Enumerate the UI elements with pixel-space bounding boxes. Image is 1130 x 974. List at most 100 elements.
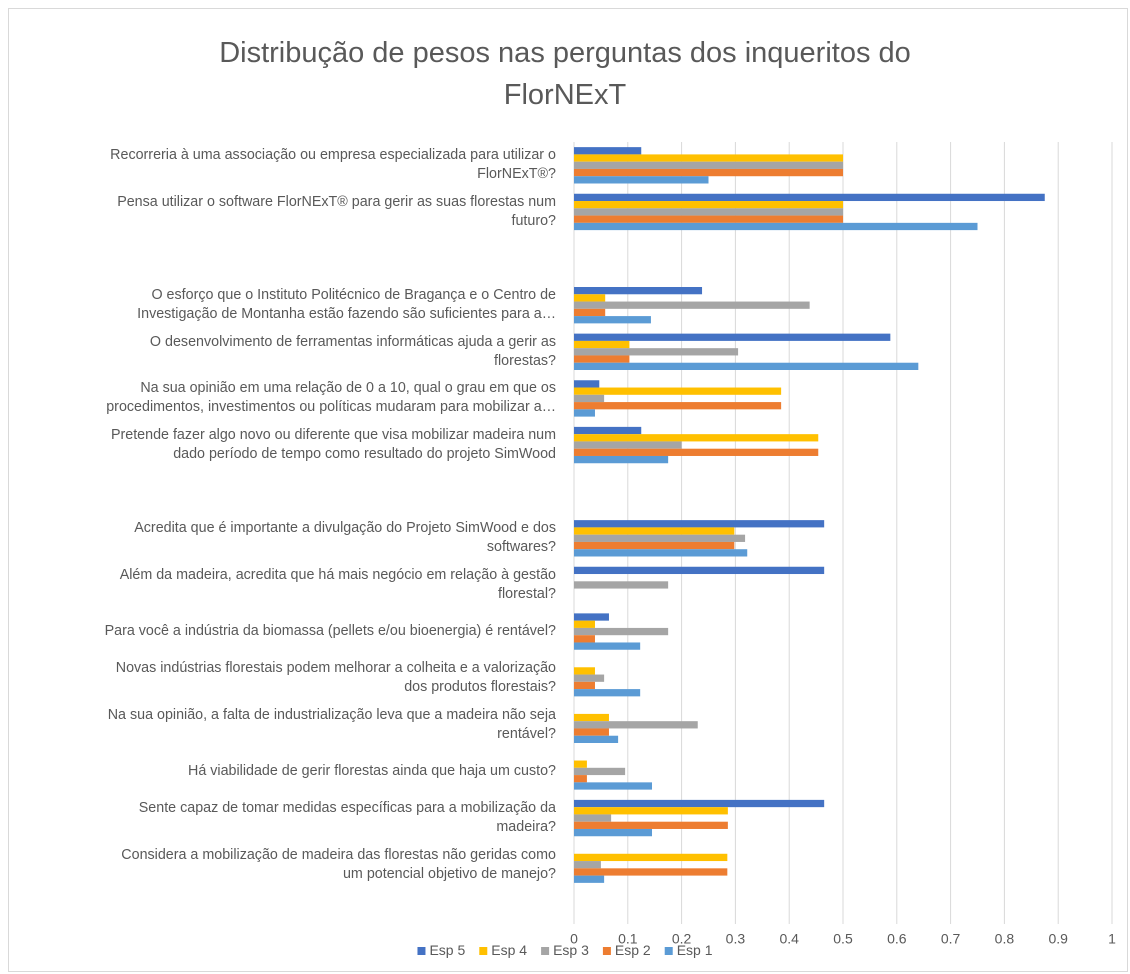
- bar: [574, 775, 587, 783]
- y-tick-label: Novas indústrias florestais podem melhor…: [115, 660, 556, 696]
- y-tick-label: Além da madeira, acredita que há mais ne…: [119, 566, 556, 602]
- bar: [574, 821, 728, 829]
- legend-label: Esp 5: [429, 942, 465, 958]
- bar: [574, 355, 630, 363]
- legend-swatch: [417, 947, 426, 955]
- x-tick-label: 0.6: [887, 931, 907, 947]
- bar: [574, 308, 606, 317]
- y-tick-label: Há viabilidade de gerir florestas ainda …: [188, 762, 556, 779]
- legend-swatch: [602, 947, 611, 955]
- bar: [574, 674, 605, 682]
- x-tick-label: 0.1: [618, 931, 638, 947]
- bar: [574, 782, 653, 790]
- legend-swatch: [664, 947, 673, 955]
- bar: [574, 541, 735, 550]
- x-tick-label: 0.4: [779, 931, 799, 947]
- bar: [574, 828, 653, 837]
- legend-label: Esp 1: [677, 942, 713, 958]
- chart-border: [8, 8, 1128, 972]
- bar: [574, 735, 619, 743]
- bar: [574, 767, 626, 776]
- x-tick-label: 0.5: [833, 931, 853, 947]
- bar: [574, 875, 605, 883]
- bar: [574, 681, 595, 690]
- y-tick-label: Recorreria à uma associação ou empresa e…: [110, 147, 556, 183]
- bar: [574, 294, 606, 302]
- bar: [574, 316, 651, 324]
- bar: [574, 728, 609, 736]
- bar: [574, 627, 669, 636]
- bar: [574, 301, 810, 309]
- bar: [574, 642, 641, 650]
- bar: [574, 549, 748, 557]
- bar: [574, 868, 728, 876]
- x-tick-label: 0.3: [726, 931, 746, 947]
- bar: [574, 620, 595, 628]
- bar: [574, 455, 669, 464]
- bar: [574, 340, 630, 349]
- bar: [574, 721, 698, 729]
- y-tick-label: Pretende fazer algo novo ou diferente qu…: [110, 427, 556, 463]
- x-tick-label: 0.2: [672, 931, 692, 947]
- y-tick-label: Considera a mobilização de madeira das f…: [121, 846, 556, 882]
- bar: [574, 147, 642, 155]
- legend-swatch: [541, 947, 550, 955]
- bar: [574, 193, 1045, 202]
- legend-label: Esp 2: [615, 942, 651, 958]
- x-tick-label: 1: [1108, 931, 1116, 947]
- y-tick-label: Na sua opinião, a falta de industrializa…: [107, 706, 556, 742]
- bar: [574, 394, 605, 403]
- bar: [574, 814, 612, 822]
- bar: [574, 362, 919, 370]
- bar: [574, 348, 739, 356]
- bar: [574, 402, 782, 410]
- bar: [574, 208, 843, 216]
- bar: [574, 168, 843, 177]
- bar: [574, 222, 978, 231]
- bar: [574, 215, 843, 223]
- y-tick-label: O desenvolvimento de ferramentas informá…: [149, 333, 556, 369]
- bar: [574, 566, 825, 575]
- bar: [574, 527, 735, 535]
- bar: [574, 689, 641, 697]
- bar: [574, 613, 609, 621]
- bar: [574, 448, 819, 456]
- x-tick-label: 0: [570, 931, 578, 947]
- chart-title: Distribução de pesos nas perguntas dos i…: [219, 37, 911, 111]
- bar: [574, 853, 728, 862]
- bar: [574, 387, 782, 395]
- bar: [574, 426, 642, 435]
- bar: [574, 667, 595, 675]
- x-tick-label: 0.8: [995, 931, 1015, 947]
- bar: [574, 201, 843, 209]
- bar: [574, 807, 728, 815]
- y-tick-label: Sente capaz de tomar medidas específicas…: [138, 800, 556, 836]
- legend-swatch: [479, 947, 488, 955]
- bar: [574, 434, 819, 442]
- x-tick-label: 0.9: [1048, 931, 1068, 947]
- bar: [574, 713, 609, 722]
- bar: [574, 287, 703, 295]
- y-tick-label: Na sua opinião em uma relação de 0 a 10,…: [106, 380, 556, 416]
- bar: [574, 409, 595, 417]
- bar: [574, 161, 843, 169]
- bar: [574, 861, 601, 869]
- bar: [574, 581, 669, 589]
- bar: [574, 333, 891, 341]
- bar: [574, 441, 682, 449]
- y-tick-label: Pensa utilizar o software FlorNExT® para…: [117, 193, 556, 229]
- bar: [574, 635, 595, 643]
- bar: [574, 520, 825, 528]
- legend-label: Esp 3: [553, 942, 589, 958]
- bar: [574, 799, 825, 808]
- y-tick-label: Acredita que é importante a divulgação d…: [134, 520, 556, 556]
- y-tick-label: Para você a indústria da biomassa (pelle…: [104, 623, 556, 640]
- bar: [574, 534, 746, 542]
- bar: [574, 176, 709, 184]
- legend-label: Esp 4: [491, 942, 527, 958]
- y-tick-label: O esforço que o Instituto Politécnico de…: [137, 287, 556, 323]
- x-tick-label: 0.7: [941, 931, 961, 947]
- bar: [574, 760, 587, 768]
